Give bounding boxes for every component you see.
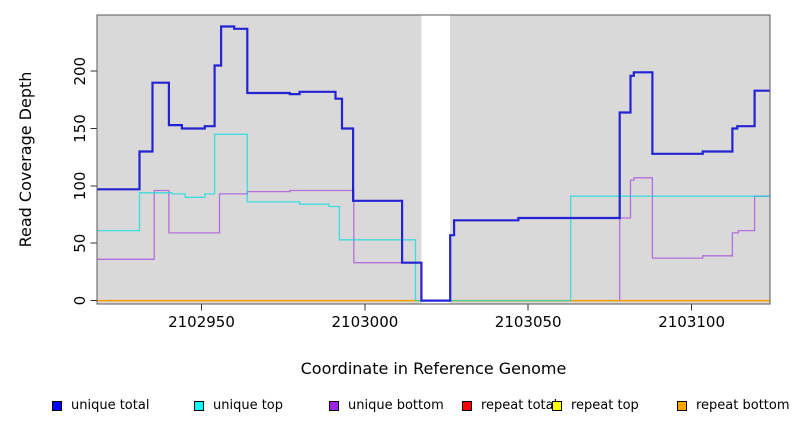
legend-label: repeat bottom bbox=[696, 398, 790, 413]
legend-label: unique bottom bbox=[348, 398, 444, 413]
legend-label: unique total bbox=[71, 398, 150, 413]
x-tick-label: 2102950 bbox=[168, 313, 235, 331]
legend-swatch-unique-top bbox=[194, 401, 204, 411]
y-tick-label: 50 bbox=[71, 234, 89, 253]
series-line-unique-top bbox=[97, 133, 770, 302]
x-axis-title: Coordinate in Reference Genome bbox=[301, 359, 567, 378]
legend-swatch-repeat-top bbox=[552, 401, 562, 411]
legend-item-repeat-top: repeat top bbox=[552, 396, 639, 416]
y-tick-label: 150 bbox=[71, 114, 89, 143]
legend-label: repeat top bbox=[571, 398, 639, 413]
masked-region bbox=[421, 15, 451, 304]
legend-swatch-repeat-bottom bbox=[677, 401, 687, 411]
y-tick-label: 200 bbox=[71, 57, 89, 86]
y-axis-title: Read Coverage Depth bbox=[16, 72, 35, 248]
y-tick-label: 0 bbox=[71, 296, 89, 306]
legend-item-repeat-bottom: repeat bottom bbox=[677, 396, 790, 416]
legend: unique total unique top unique bottom repea… bbox=[0, 396, 792, 420]
plot-border bbox=[96, 14, 771, 305]
x-tick-label: 2103000 bbox=[331, 313, 398, 331]
legend-swatch-unique-bottom bbox=[329, 401, 339, 411]
legend-label: unique top bbox=[213, 398, 284, 413]
legend-swatch-unique-total bbox=[52, 401, 62, 411]
y-tick-label: 100 bbox=[71, 172, 89, 201]
legend-item-unique-bottom: unique bottom bbox=[329, 396, 444, 416]
legend-item-unique-total: unique total bbox=[52, 396, 149, 416]
legend-swatch-repeat-total bbox=[462, 401, 472, 411]
x-tick-label: 2103100 bbox=[658, 313, 725, 331]
legend-label: repeat total bbox=[481, 398, 558, 413]
legend-item-repeat-total: repeat total bbox=[462, 396, 557, 416]
x-tick-label: 2103050 bbox=[495, 313, 562, 331]
series-line-unique-total bbox=[97, 25, 770, 302]
legend-item-unique-top: unique top bbox=[194, 396, 283, 416]
